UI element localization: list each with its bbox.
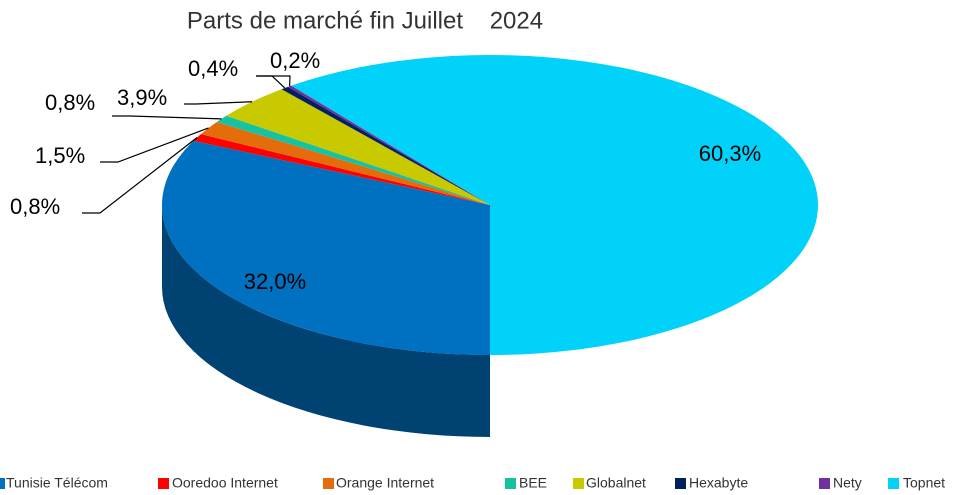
slice: [200, 121, 490, 205]
leader-line: [82, 136, 198, 214]
slice-side: [162, 205, 490, 437]
leader-line: [256, 75, 286, 89]
data-label: 1,5%: [35, 143, 85, 168]
slice: [281, 86, 490, 205]
legend-swatch: [675, 478, 686, 489]
legend-label: Hexabyte: [689, 475, 748, 491]
legend-label: Tunisie Télécom: [6, 475, 108, 491]
data-label: 0,2%: [270, 48, 320, 73]
legend-label: Nety: [833, 475, 862, 491]
data-label: 32,0%: [244, 269, 306, 294]
data-label: 3,9%: [117, 85, 167, 110]
legend-swatch: [888, 478, 899, 489]
data-label: 0,8%: [45, 90, 95, 115]
slice: [193, 134, 490, 205]
chart-title: Parts de marché fin Juillet 2024: [187, 7, 543, 34]
legend-swatch: [573, 478, 584, 489]
slice: [287, 85, 490, 205]
legend-swatch: [323, 478, 334, 489]
legend-label: Orange Internet: [336, 475, 434, 491]
slice: [291, 55, 818, 356]
legend-swatch: [158, 478, 169, 489]
leader-line: [256, 75, 291, 87]
slice: [161, 140, 490, 355]
data-label: 60,3%: [699, 141, 761, 166]
slice: [226, 89, 490, 205]
slice: [216, 115, 491, 205]
leader-line: [100, 127, 209, 163]
data-label: 0,4%: [188, 56, 238, 81]
legend-swatch: [819, 478, 830, 489]
leader-line: [184, 101, 253, 105]
legend-label: Ooredoo Internet: [172, 475, 278, 491]
legend-swatch: [0, 478, 5, 489]
legend-swatch: [505, 478, 516, 489]
legend-label: Topnet: [903, 475, 945, 491]
leader-line: [112, 115, 222, 120]
data-label: 0,8%: [10, 194, 60, 219]
legend-label: Globalnet: [586, 475, 646, 491]
legend-label: BEE: [519, 475, 547, 491]
